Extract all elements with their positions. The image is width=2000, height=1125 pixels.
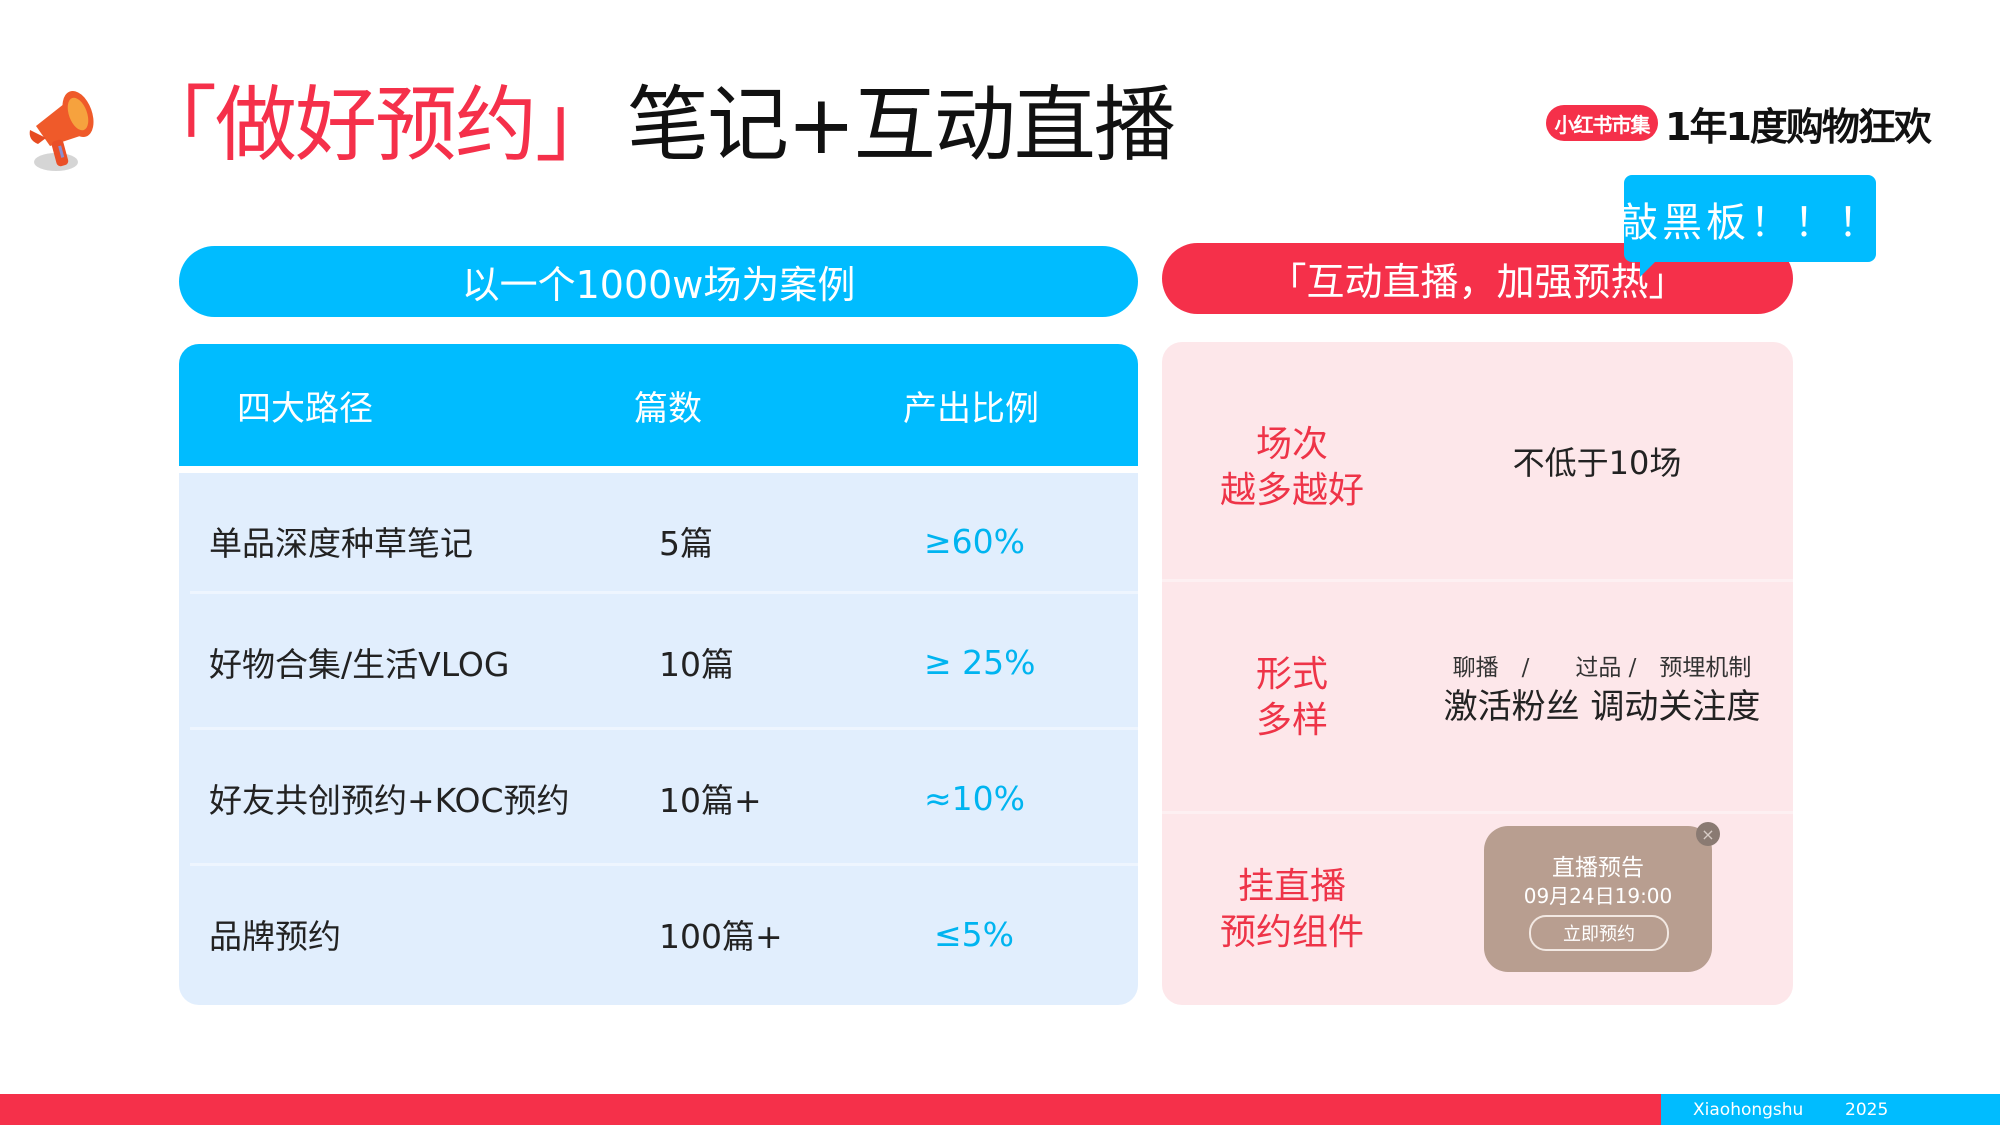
- case-study-label: 以一个1000w场为案例: [461, 263, 856, 307]
- label-line-1: 场次: [1255, 424, 1328, 465]
- header-gap: [179, 466, 1138, 473]
- panel-row-subtext: 聊播 / 过品 / 预埋机制: [1452, 655, 1752, 681]
- panel-divider: [1162, 579, 1793, 582]
- title-highlight: 「做好预约」: [135, 77, 617, 173]
- footer-year: 2025: [1845, 1099, 1889, 1120]
- row-path: 好物合集/生活VLOG: [209, 645, 510, 684]
- panel-row-formats: 形式 多样 聊播 / 过品 / 预埋机制 激活粉丝 调动关注度: [1162, 582, 1793, 811]
- preview-time: 09月24日19:00: [1523, 884, 1673, 908]
- label-line-1: 形式: [1255, 654, 1328, 695]
- paths-table: 四大路径 篇数 产出比例 单品深度种草笔记 5篇 ≥60% 好物合集/生活VLO…: [179, 344, 1138, 1005]
- row-divider: [190, 727, 1138, 730]
- row-count: 5篇: [659, 524, 713, 563]
- close-icon[interactable]: ×: [1696, 822, 1720, 846]
- table-row: 品牌预约 100篇+ ≤5%: [179, 866, 1138, 1002]
- footer-brand: Xiaohongshu: [1693, 1099, 1804, 1120]
- page-title: 「做好预约」 笔记+互动直播: [135, 62, 1176, 173]
- panel-row-widget: 挂直播 预约组件: [1162, 814, 1793, 1005]
- row-ratio: ≥60%: [924, 521, 1025, 561]
- live-stream-label: 「互动直播，加强预热」: [1268, 260, 1687, 304]
- row-ratio: ≤5%: [934, 914, 1015, 954]
- live-preview-card: 直播预告 09月24日19:00 立即预约 ×: [1484, 822, 1720, 972]
- row-count: 10篇+: [659, 781, 762, 820]
- column-header-ratio: 产出比例: [903, 388, 1039, 429]
- label-line-2: 越多越好: [1219, 470, 1364, 511]
- megaphone-icon: [16, 74, 102, 174]
- footer-bar-red: [0, 1094, 1661, 1125]
- table-row: 好友共创预约+KOC预约 10篇+ ≈10%: [179, 730, 1138, 866]
- footer-bar-blue: Xiaohongshu 2025: [1661, 1094, 2000, 1125]
- panel-divider: [1162, 811, 1793, 814]
- panel-row-label: 挂直播 预约组件: [1192, 864, 1392, 956]
- column-header-path: 四大路径: [237, 388, 373, 429]
- title-rest: 笔记+互动直播: [627, 77, 1176, 173]
- column-header-count: 篇数: [634, 388, 702, 429]
- panel-row-sessions: 场次 越多越好 不低于10场: [1162, 342, 1793, 579]
- row-count: 100篇+: [659, 917, 783, 956]
- panel-row-label: 场次 越多越好: [1192, 422, 1392, 514]
- row-path: 品牌预约: [209, 917, 341, 956]
- live-stream-panel: 场次 越多越好 不低于10场 形式 多样 聊播 / 过品 / 预埋机制 激活粉丝…: [1162, 342, 1793, 1005]
- row-divider: [190, 591, 1138, 594]
- label-line-1: 挂直播: [1237, 866, 1346, 907]
- brand-badge: 小红书市集: [1546, 105, 1658, 141]
- panel-row-label: 形式 多样: [1192, 652, 1392, 744]
- label-line-2: 多样: [1255, 700, 1328, 741]
- row-ratio: ≥ 25%: [924, 642, 1036, 682]
- table-row: 好物合集/生活VLOG 10篇 ≥ 25%: [179, 594, 1138, 730]
- row-ratio: ≈10%: [924, 778, 1025, 818]
- row-count: 10篇: [659, 645, 734, 684]
- callout-text: 敲黑板！！！: [1618, 199, 1882, 246]
- panel-row-value: 不低于10场: [1512, 444, 1682, 482]
- row-path: 好友共创预约+KOC预约: [209, 781, 570, 820]
- table-row: 单品深度种草笔记 5篇 ≥60%: [179, 473, 1138, 609]
- panel-row-value: 激活粉丝 调动关注度: [1443, 687, 1761, 727]
- row-path: 单品深度种草笔记: [209, 524, 473, 563]
- preview-title: 直播预告: [1552, 855, 1644, 881]
- reserve-now-button[interactable]: 立即预约: [1529, 915, 1669, 951]
- table-header: 四大路径 篇数 产出比例: [179, 344, 1138, 466]
- label-line-2: 预约组件: [1219, 912, 1364, 953]
- brand-slogan: 1年1度购物狂欢: [1665, 104, 1932, 149]
- case-study-pill: 以一个1000w场为案例: [179, 246, 1138, 317]
- row-divider: [190, 863, 1138, 866]
- callout-bubble: 敲黑板！！！: [1618, 175, 1878, 262]
